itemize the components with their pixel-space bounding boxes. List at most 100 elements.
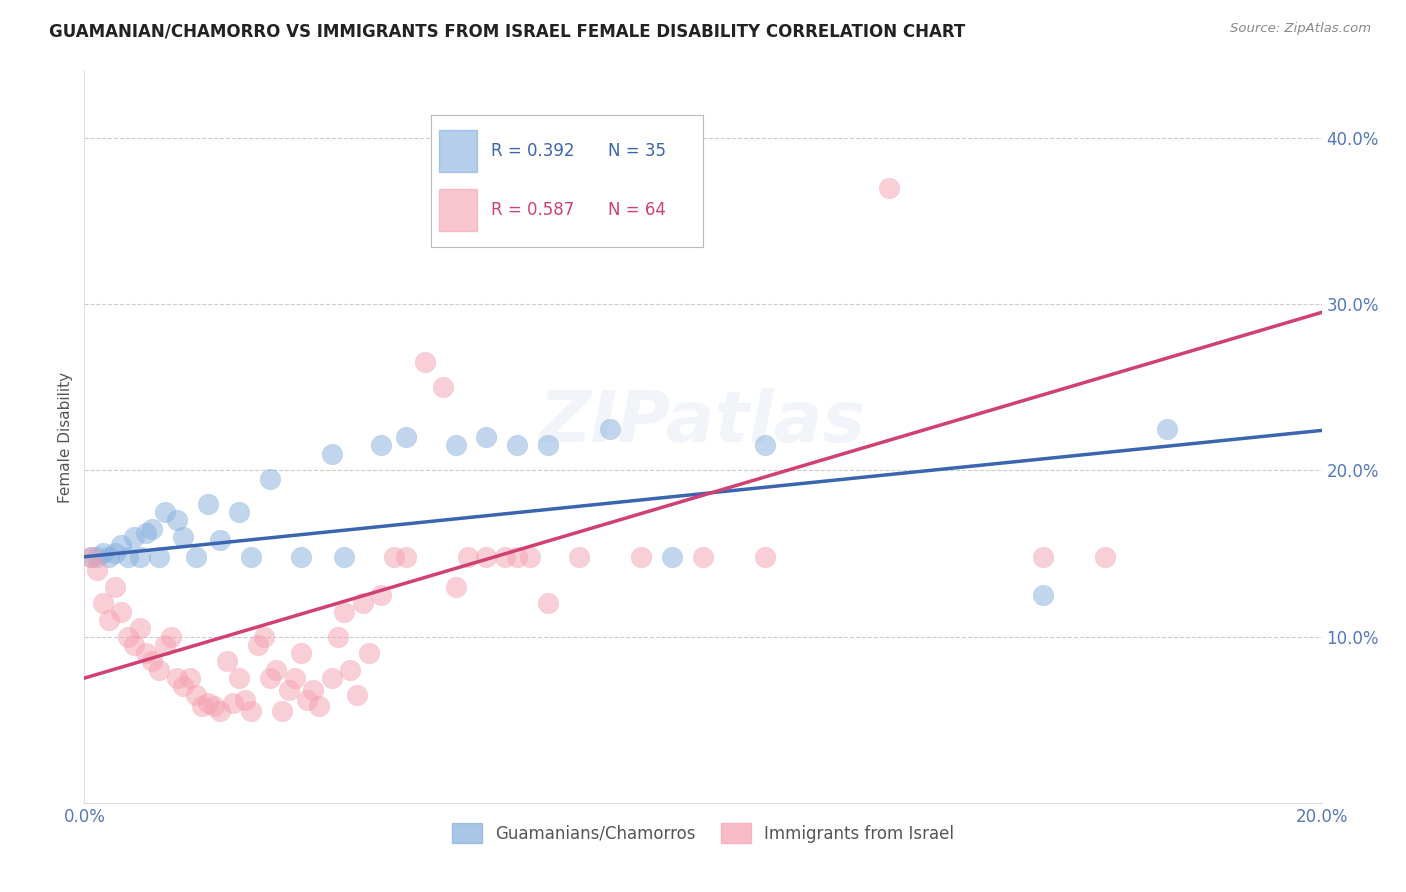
Point xyxy=(166,513,188,527)
Point xyxy=(333,549,356,564)
Point xyxy=(295,692,318,706)
Point xyxy=(537,438,560,452)
Point xyxy=(444,580,467,594)
Point xyxy=(754,549,776,564)
Point xyxy=(326,630,349,644)
Point xyxy=(370,438,392,452)
Point xyxy=(253,630,276,644)
Point xyxy=(228,671,250,685)
Point xyxy=(98,549,121,564)
Point xyxy=(98,613,121,627)
Point xyxy=(308,699,330,714)
Point xyxy=(172,680,194,694)
Point xyxy=(129,549,152,564)
Point xyxy=(1094,549,1116,564)
Point xyxy=(599,422,621,436)
Point xyxy=(506,549,529,564)
Point xyxy=(209,705,232,719)
Point xyxy=(506,438,529,452)
Point xyxy=(110,605,132,619)
Point xyxy=(537,596,560,610)
Point xyxy=(153,505,176,519)
Point xyxy=(104,580,127,594)
Point xyxy=(117,549,139,564)
Point xyxy=(86,563,108,577)
Point xyxy=(302,682,325,697)
Point xyxy=(184,688,207,702)
Point xyxy=(395,549,418,564)
Point xyxy=(233,692,256,706)
Point xyxy=(160,630,183,644)
Point xyxy=(271,705,294,719)
Point xyxy=(357,646,380,660)
Point xyxy=(79,549,101,564)
Point xyxy=(91,546,114,560)
Point xyxy=(352,596,374,610)
Point xyxy=(104,546,127,560)
Point xyxy=(264,663,287,677)
Legend: Guamanians/Chamorros, Immigrants from Israel: Guamanians/Chamorros, Immigrants from Is… xyxy=(446,817,960,849)
Point xyxy=(630,549,652,564)
Point xyxy=(197,497,219,511)
Point xyxy=(432,380,454,394)
Point xyxy=(240,705,263,719)
Point xyxy=(277,682,299,697)
Point xyxy=(191,699,214,714)
Point xyxy=(240,549,263,564)
Point xyxy=(382,549,405,564)
Y-axis label: Female Disability: Female Disability xyxy=(58,371,73,503)
Point xyxy=(86,549,108,564)
Point xyxy=(475,430,498,444)
Point xyxy=(321,671,343,685)
Point xyxy=(692,549,714,564)
Text: GUAMANIAN/CHAMORRO VS IMMIGRANTS FROM ISRAEL FEMALE DISABILITY CORRELATION CHART: GUAMANIAN/CHAMORRO VS IMMIGRANTS FROM IS… xyxy=(49,22,966,40)
Point xyxy=(413,355,436,369)
Point xyxy=(79,549,101,564)
Point xyxy=(475,549,498,564)
Point xyxy=(290,549,312,564)
Point xyxy=(457,549,479,564)
Point xyxy=(209,533,232,548)
Text: Source: ZipAtlas.com: Source: ZipAtlas.com xyxy=(1230,22,1371,36)
Point xyxy=(166,671,188,685)
Point xyxy=(215,655,238,669)
Point xyxy=(222,696,245,710)
Point xyxy=(1156,422,1178,436)
Point xyxy=(259,472,281,486)
Point xyxy=(444,438,467,452)
Point xyxy=(202,699,225,714)
Point xyxy=(110,538,132,552)
Point xyxy=(141,521,163,535)
Point xyxy=(172,530,194,544)
Point xyxy=(179,671,201,685)
Point xyxy=(370,588,392,602)
Point xyxy=(184,549,207,564)
Point xyxy=(494,549,516,564)
Point xyxy=(290,646,312,660)
Point xyxy=(877,180,900,194)
Point xyxy=(339,663,361,677)
Point xyxy=(228,505,250,519)
Point xyxy=(259,671,281,685)
Point xyxy=(197,696,219,710)
Point xyxy=(661,549,683,564)
Point xyxy=(117,630,139,644)
Point xyxy=(1032,549,1054,564)
Point xyxy=(346,688,368,702)
Point xyxy=(135,646,157,660)
Point xyxy=(754,438,776,452)
Point xyxy=(519,549,541,564)
Point xyxy=(148,549,170,564)
Point xyxy=(148,663,170,677)
Text: ZIPatlas: ZIPatlas xyxy=(540,388,866,457)
Point xyxy=(333,605,356,619)
Point xyxy=(91,596,114,610)
Point xyxy=(153,638,176,652)
Point xyxy=(284,671,307,685)
Point xyxy=(246,638,269,652)
Point xyxy=(1032,588,1054,602)
Point xyxy=(122,530,145,544)
Point xyxy=(141,655,163,669)
Point xyxy=(321,447,343,461)
Point xyxy=(129,621,152,635)
